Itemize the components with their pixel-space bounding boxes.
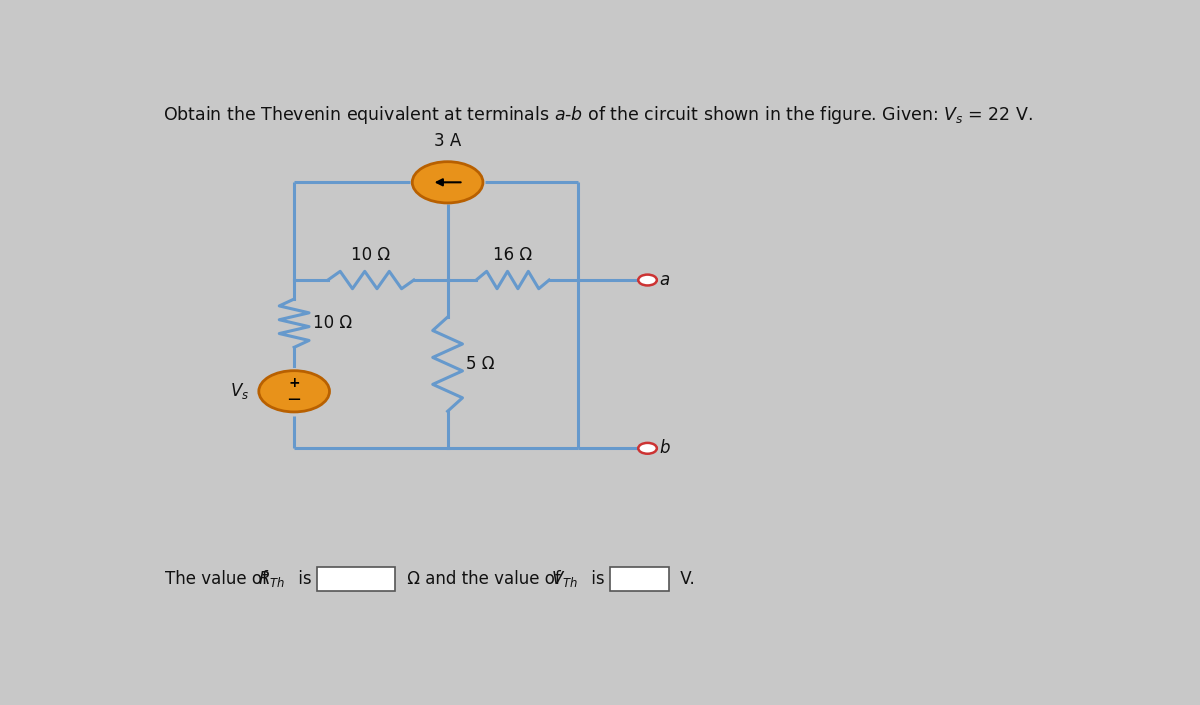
Text: Obtain the Thevenin equivalent at terminals $a$-$b$ of the circuit shown in the : Obtain the Thevenin equivalent at termin… xyxy=(163,104,1033,125)
Text: 5 Ω: 5 Ω xyxy=(467,355,494,373)
Text: a: a xyxy=(660,271,670,289)
Circle shape xyxy=(638,274,656,286)
Text: 16 Ω: 16 Ω xyxy=(493,246,533,264)
Circle shape xyxy=(638,443,656,454)
Circle shape xyxy=(413,161,482,203)
Text: +: + xyxy=(288,376,300,390)
Text: The value of: The value of xyxy=(164,570,274,587)
Text: V.: V. xyxy=(676,570,695,587)
Text: $R_{Th}$: $R_{Th}$ xyxy=(258,569,286,589)
FancyBboxPatch shape xyxy=(317,567,395,591)
Text: $V_s$: $V_s$ xyxy=(230,381,250,401)
Text: 3 A: 3 A xyxy=(434,132,461,149)
Circle shape xyxy=(259,371,330,412)
Text: 10 Ω: 10 Ω xyxy=(352,246,390,264)
Text: 10 Ω: 10 Ω xyxy=(313,314,352,332)
Text: $V_{Th}$: $V_{Th}$ xyxy=(551,569,578,589)
FancyBboxPatch shape xyxy=(611,567,668,591)
Text: is: is xyxy=(586,570,605,587)
Text: Ω and the value of: Ω and the value of xyxy=(402,570,566,587)
Text: −: − xyxy=(287,391,301,409)
Text: is: is xyxy=(293,570,312,587)
Text: b: b xyxy=(660,439,670,458)
